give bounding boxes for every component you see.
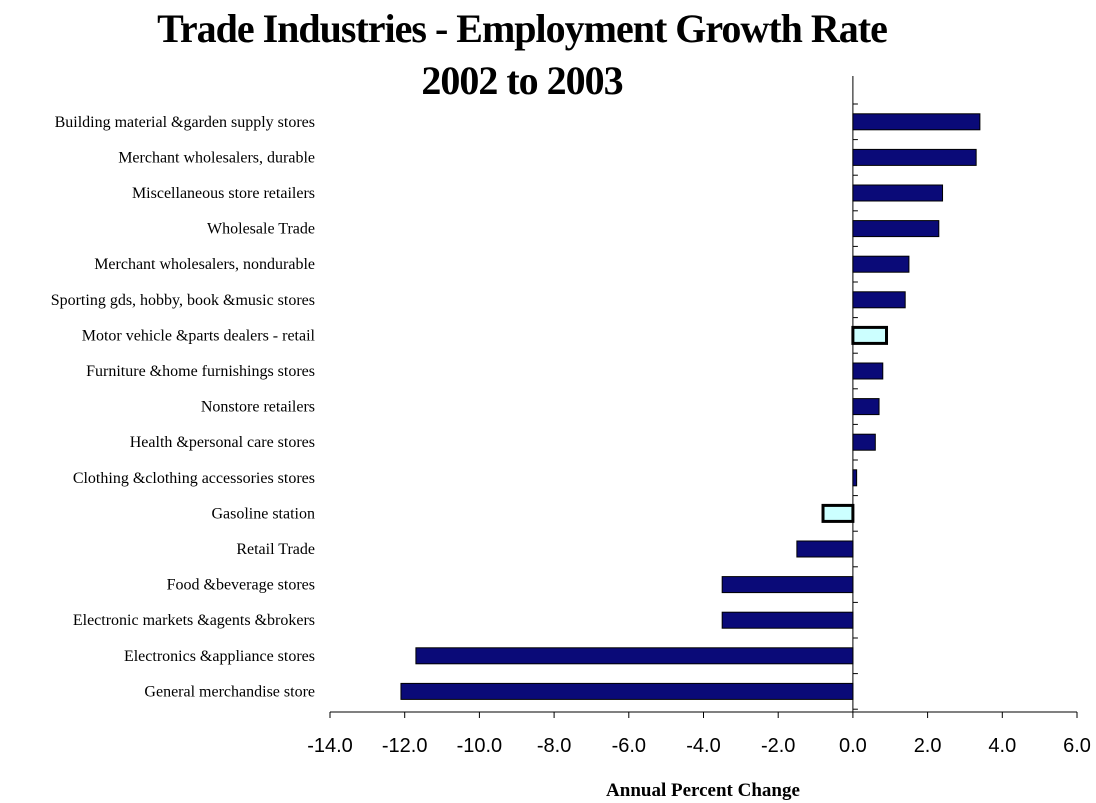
x-tick-label: -10.0: [457, 735, 503, 757]
chart-subtitle: 2002 to 2003: [421, 58, 622, 103]
category-label: Electronic markets &agents &brokers: [73, 612, 315, 629]
bar: [400, 682, 854, 700]
x-tick-label: -6.0: [612, 735, 646, 757]
x-tick-label: -12.0: [382, 735, 428, 757]
bar: [796, 540, 854, 558]
category-label: Merchant wholesalers, nondurable: [94, 256, 315, 273]
bar-highlighted: [821, 503, 855, 523]
x-tick-label: 6.0: [1063, 735, 1091, 757]
bar: [852, 433, 876, 451]
category-label: Furniture &home furnishings stores: [86, 363, 315, 380]
category-label: General merchandise store: [144, 683, 315, 700]
bar: [852, 291, 906, 309]
category-label: Wholesale Trade: [207, 221, 315, 238]
bar: [852, 113, 981, 131]
bar: [852, 184, 944, 202]
bar-highlighted: [851, 325, 889, 345]
x-tick-label: 0.0: [839, 735, 867, 757]
x-tick-label: -14.0: [307, 735, 353, 757]
x-tick-label: -2.0: [761, 735, 795, 757]
x-tick-label: -4.0: [686, 735, 720, 757]
category-label: Retail Trade: [236, 541, 315, 558]
chart-title: Trade Industries - Employment Growth Rat…: [157, 6, 887, 51]
bar: [852, 220, 940, 238]
category-label: Nonstore retailers: [201, 399, 315, 416]
category-label: Building material &garden supply stores: [55, 114, 315, 131]
x-tick-label: 2.0: [914, 735, 942, 757]
bar: [721, 576, 854, 594]
category-label: Sporting gds, hobby, book &music stores: [51, 292, 315, 309]
bar: [852, 255, 910, 273]
category-label: Gasoline station: [211, 505, 315, 522]
bar: [852, 469, 858, 487]
x-tick-label: -8.0: [537, 735, 571, 757]
x-axis-label: Annual Percent Change: [606, 780, 800, 801]
x-tick-label: 4.0: [988, 735, 1016, 757]
category-label: Miscellaneous store retailers: [132, 185, 315, 202]
category-label: Clothing &clothing accessories stores: [73, 470, 315, 487]
category-label: Merchant wholesalers, durable: [118, 149, 315, 166]
bar: [852, 362, 884, 380]
category-label: Food &beverage stores: [167, 577, 315, 594]
bar: [415, 647, 854, 665]
category-label: Health &personal care stores: [130, 434, 315, 451]
plot-area: Building material &garden supply stores M…: [51, 76, 1091, 757]
category-label: Electronics &appliance stores: [124, 648, 315, 665]
bar: [852, 148, 977, 166]
bar: [721, 611, 854, 629]
category-label: Motor vehicle &parts dealers - retail: [82, 327, 316, 344]
bar: [852, 398, 880, 416]
